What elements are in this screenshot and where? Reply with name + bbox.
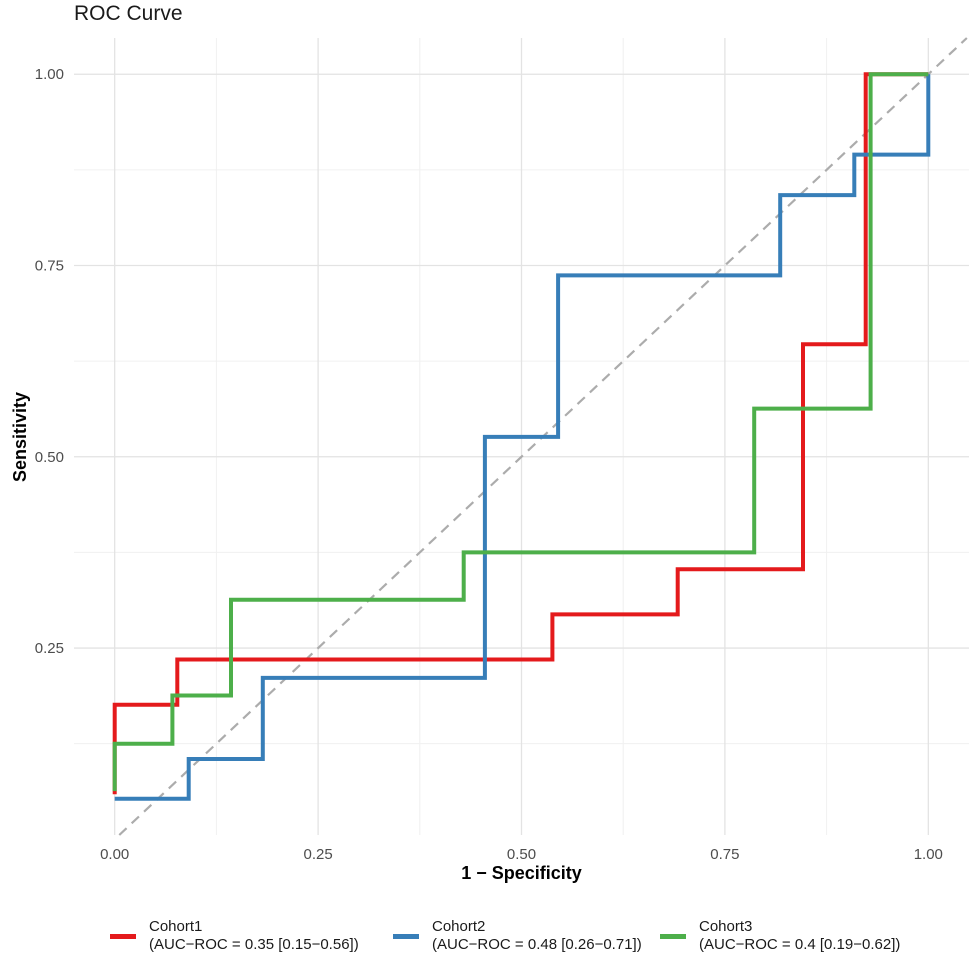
roc-plot-panel: 0.00 0.25 0.50 0.75 1.00 0.25 0.50 0.75 1.00 bbox=[35, 37, 969, 863]
legend-item-cohort2: Cohort2 (AUC−ROC = 0.48 [0.26−0.71]) bbox=[393, 918, 642, 954]
legend-label-cohort2: Cohort2 bbox=[432, 918, 486, 935]
legend-item-cohort1: Cohort1 (AUC−ROC = 0.35 [0.15−0.56]) bbox=[110, 918, 359, 954]
roc-curve-cohort1 bbox=[112, 72, 929, 795]
x-axis-title: 1 − Specificity bbox=[461, 863, 582, 883]
legend-auc-cohort1: (AUC−ROC = 0.35 [0.15−0.56]) bbox=[149, 936, 359, 953]
x-tick-label: 0.50 bbox=[507, 846, 536, 863]
x-tick-label: 0.75 bbox=[710, 846, 739, 863]
chart-title: ROC Curve bbox=[74, 2, 183, 25]
legend-item-cohort3: Cohort3 (AUC−ROC = 0.4 [0.19−0.62]) bbox=[660, 918, 900, 954]
y-tick-label: 0.25 bbox=[35, 640, 64, 657]
roc-curve-cohort3 bbox=[112, 72, 929, 792]
legend-auc-cohort3: (AUC−ROC = 0.4 [0.19−0.62]) bbox=[699, 936, 901, 953]
legend-label-cohort1: Cohort1 bbox=[149, 918, 203, 935]
roc-curve-cohort2 bbox=[114, 74, 931, 801]
y-tick-label: 0.75 bbox=[35, 258, 64, 275]
legend-label-cohort3: Cohort3 bbox=[699, 918, 753, 935]
x-tick-label: 0.25 bbox=[303, 846, 332, 863]
y-tick-label: 0.50 bbox=[35, 449, 64, 466]
legend-auc-cohort2: (AUC−ROC = 0.48 [0.26−0.71]) bbox=[432, 936, 642, 953]
legend-line-cohort1-icon bbox=[110, 933, 136, 939]
x-tick-label: 1.00 bbox=[914, 846, 943, 863]
legend-line-cohort3-icon bbox=[660, 933, 686, 939]
y-axis-title: Sensitivity bbox=[10, 391, 30, 483]
y-tick-label: 1.00 bbox=[35, 66, 64, 83]
legend-line-cohort2-icon bbox=[393, 933, 419, 939]
x-tick-label: 0.00 bbox=[100, 846, 129, 863]
